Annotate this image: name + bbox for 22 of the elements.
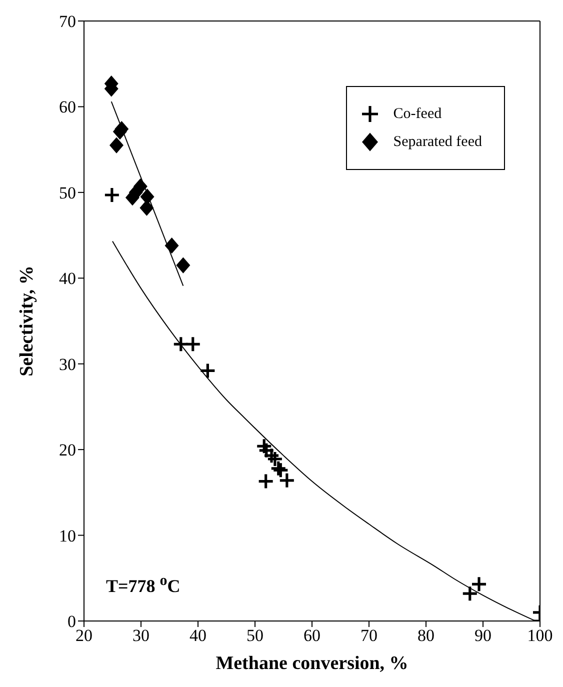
legend-label: Co-feed [393,106,442,122]
y-tick-label: 0 [68,612,76,632]
x-tick-label: 100 [527,626,553,646]
x-axis-title: Methane conversion, % [216,653,408,674]
x-tick-label: 50 [246,626,264,646]
x-tick-label: 30 [132,626,150,646]
x-tick-label: 60 [304,626,320,646]
y-tick-label: 20 [59,440,76,460]
legend-label: Separated feed [393,134,482,150]
y-axis-title: Selectivity, % [16,266,38,376]
x-tick-label: 70 [360,626,378,646]
y-tick-label: 50 [59,183,76,202]
annotation: T=778 $^{o}$C [106,573,180,597]
y-tick-label: 70 [59,12,76,32]
y-tick-label: 40 [59,269,76,288]
x-tick-label: 20 [76,626,92,646]
y-tick-label: 10 [59,526,76,546]
x-tick-label: 40 [190,626,206,646]
y-tick-label: 60 [59,98,76,117]
y-tick-label: 30 [59,354,76,374]
x-tick-label: 90 [474,626,492,646]
x-tick-label: 80 [418,626,434,646]
